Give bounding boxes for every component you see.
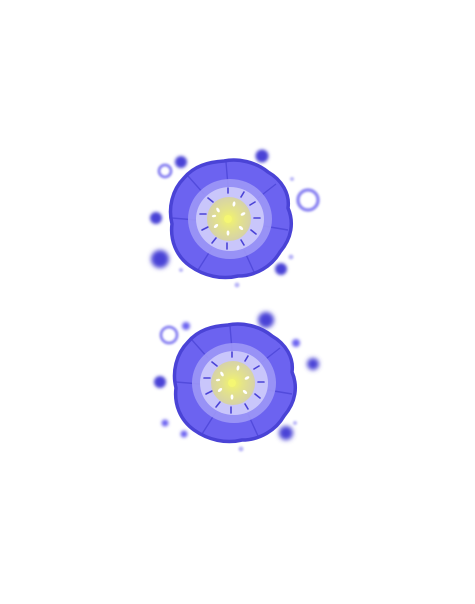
bokeh-dot: [255, 149, 269, 163]
bokeh-dot: [292, 339, 300, 347]
bokeh-dot: [180, 430, 188, 438]
bokeh-dot: [258, 312, 274, 328]
bokeh-dot: [150, 212, 162, 224]
bokeh-dot: [293, 421, 297, 425]
bokeh-dot: [182, 322, 190, 330]
flower-bottom: [154, 312, 319, 452]
bokeh-dots-top: [150, 149, 320, 288]
bokeh-dot: [175, 156, 187, 168]
bokeh-dot: [234, 282, 240, 288]
bokeh-dot: [179, 268, 183, 272]
bokeh-dot: [288, 254, 294, 260]
flower-top: [150, 149, 320, 288]
bokeh-ring: [157, 163, 173, 179]
bokeh-dot: [161, 419, 169, 427]
bokeh-dot: [238, 446, 244, 452]
bokeh-ring: [159, 325, 179, 345]
bokeh-dot: [290, 177, 294, 181]
bokeh-dot: [154, 376, 166, 388]
bokeh-dot: [151, 250, 169, 268]
bokeh-ring: [296, 188, 320, 212]
bokeh-dot: [279, 426, 293, 440]
bokeh-dots-bottom: [154, 312, 319, 452]
bokeh-dot: [307, 358, 319, 370]
bokeh-dot: [275, 263, 287, 275]
